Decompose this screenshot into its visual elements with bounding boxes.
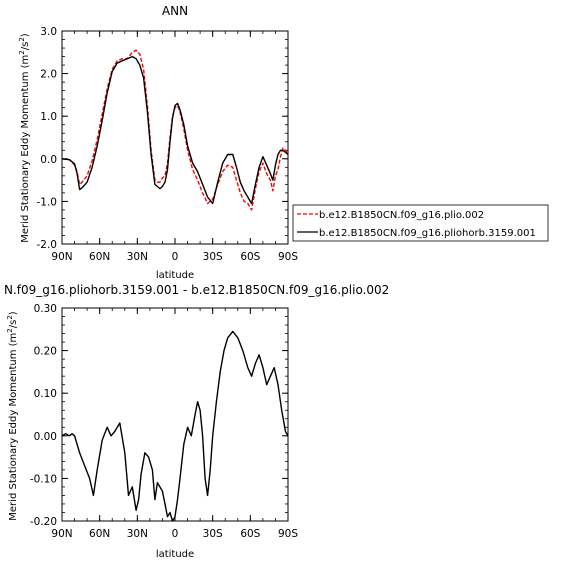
y-tick-label: 0.0 [40, 154, 57, 166]
top-plot-area: 90N 60N 30N 0 30S 60S 90S -2.0 -1.0 0.0 1.0 2.0 3.0 [37, 26, 299, 263]
series-line-1 [61, 49, 289, 211]
bottom-panel: N.f09_g16.pliohorb.3159.001 - b.e12.B185… [4, 283, 389, 560]
top-chart-title: ANN [162, 4, 188, 18]
x-tick-label: 30S [203, 251, 223, 263]
plot-frame [61, 307, 289, 522]
y-tick-label: 2.0 [40, 69, 57, 81]
x-tick-label: 30S [203, 528, 223, 540]
x-tick-label: 60N [89, 251, 110, 263]
series-line-2 [61, 55, 289, 205]
x-tick-label: 90S [278, 251, 298, 263]
series-line-1 [61, 330, 289, 522]
top-panel: ANN 90N 60N 30N 0 30S 60S 90S -2.0 -1.0 0.0 1.0 2.0… [18, 4, 298, 281]
legend: b.e12.B1850CN.f09_g16.plio.002 b.e12.B18… [292, 204, 549, 242]
y-tick-label: 1.0 [40, 111, 57, 123]
legend-box [292, 204, 549, 242]
y-tick-label: 0.00 [34, 431, 57, 443]
y-tick-label: 0.30 [34, 303, 57, 315]
top-x-axis-label: latitude [156, 270, 194, 281]
x-tick-label: 60S [240, 251, 260, 263]
y-tick-label: -1.0 [37, 196, 58, 208]
y-tick-label: -0.10 [30, 473, 57, 485]
legend-label-series-2: b.e12.B1850CN.f09_g16.pliohorb.3159.001 [319, 228, 536, 239]
top-y-axis-label: Merid Stationary Eddy Momentum (m2/s2) [18, 33, 31, 243]
x-tick-label: 90S [278, 528, 298, 540]
x-tick-label: 90N [51, 251, 72, 263]
x-tick-label: 60S [240, 528, 260, 540]
y-tick-label: 3.0 [40, 26, 57, 38]
x-tick-label: 0 [172, 251, 179, 263]
legend-label-series-1: b.e12.B1850CN.f09_g16.plio.002 [319, 210, 484, 221]
bottom-plot-area: 90N 60N 30N 0 30S 60S 90S -0.20 -0.10 0.00 0.10 0.2… [30, 303, 299, 540]
x-tick-label: 30N [127, 528, 148, 540]
y-tick-label: 0.10 [34, 388, 57, 400]
bottom-chart-title: N.f09_g16.pliohorb.3159.001 - b.e12.B185… [4, 283, 389, 297]
x-tick-label: 90N [51, 528, 72, 540]
bottom-y-axis-label: Merid Stationary Eddy Momentum (m2/s2) [6, 311, 19, 521]
bottom-x-axis-label: latitude [156, 549, 194, 560]
x-tick-label: 60N [89, 528, 110, 540]
x-tick-label: 0 [172, 528, 179, 540]
y-tick-label: -2.0 [37, 239, 58, 251]
x-tick-label: 30N [127, 251, 148, 263]
y-tick-label: 0.20 [34, 346, 57, 358]
plot-frame [61, 30, 289, 245]
y-tick-label: -0.20 [30, 516, 57, 528]
